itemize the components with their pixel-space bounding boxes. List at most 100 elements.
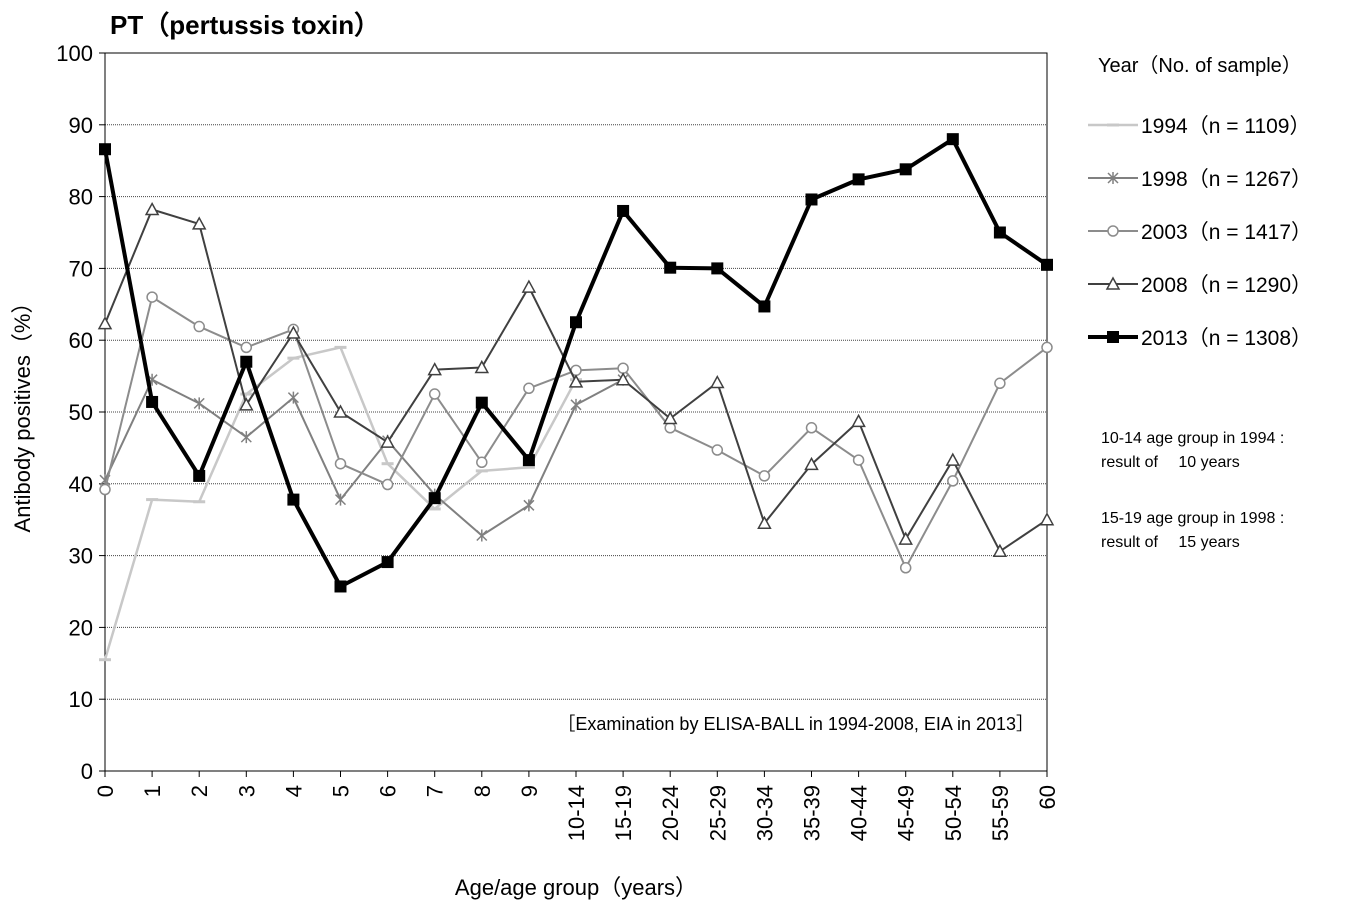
x-tick-label: 8 — [470, 785, 495, 797]
legend-note-line: 15-19 age group in 1998 : — [1101, 510, 1284, 527]
x-tick-label: 55-59 — [988, 785, 1013, 841]
legend-item: 2003（n = 1417） — [1088, 221, 1312, 244]
data-point — [287, 391, 299, 404]
legend-note-line: 10-14 age group in 1994 : — [1101, 430, 1284, 447]
data-point — [617, 362, 629, 374]
x-tick-label: 5 — [329, 785, 354, 797]
data-point — [523, 499, 535, 512]
y-tick-label: 70 — [69, 256, 93, 281]
data-point — [475, 469, 488, 473]
x-tick-label: 9 — [517, 785, 542, 797]
data-point — [851, 413, 866, 428]
data-point — [570, 398, 582, 411]
data-point — [946, 133, 959, 146]
legend-label: 1998（n = 1267） — [1141, 168, 1312, 191]
data-point — [193, 500, 206, 504]
data-point — [522, 454, 535, 467]
data-point — [427, 362, 442, 376]
y-tick-label: 80 — [69, 185, 93, 210]
data-point — [240, 392, 253, 396]
data-point — [334, 345, 347, 349]
data-point — [191, 216, 207, 230]
x-tick-label: 30-34 — [752, 785, 777, 841]
legend-label: 2013（n = 1308） — [1141, 327, 1312, 350]
x-tick-label: 20-24 — [658, 785, 683, 841]
data-point — [286, 325, 301, 339]
y-tick-label: 60 — [69, 328, 93, 353]
method-annotation: ［Examination by ELISA-BALL in 1994-2008,… — [557, 714, 1034, 734]
x-tick-label: 50-54 — [941, 785, 966, 841]
data-point — [380, 434, 395, 448]
data-point — [239, 397, 254, 411]
data-point — [287, 493, 300, 506]
data-point — [664, 422, 676, 434]
data-point — [899, 562, 912, 574]
y-axis: 0 10 20 30 40 50 60 70 80 90 100 — [56, 41, 105, 784]
legend-item: 2008（n = 1290） — [1088, 274, 1312, 297]
x-tick-label: 10-14 — [564, 785, 589, 841]
x-tick-label: 6 — [376, 785, 401, 797]
legend-title: Year（No. of sample） — [1098, 54, 1302, 77]
data-point — [99, 143, 111, 156]
data-point — [994, 377, 1006, 390]
y-tick-label: 20 — [69, 615, 93, 640]
data-point — [993, 226, 1006, 239]
gridlines — [105, 124, 1047, 700]
chart-title: PT（pertussis toxin） — [110, 10, 380, 40]
y-axis-title: Antibody positives（%） — [10, 292, 35, 533]
data-point — [381, 478, 394, 491]
series-4 — [99, 133, 1053, 593]
y-tick-label: 90 — [69, 113, 93, 138]
legend-marker — [1107, 331, 1119, 343]
data-point — [381, 556, 394, 569]
data-point — [523, 382, 535, 395]
y-tick-label: 30 — [69, 544, 93, 569]
data-point — [805, 193, 818, 206]
data-point — [146, 291, 158, 303]
series-line — [104, 378, 624, 537]
data-point — [805, 422, 818, 434]
legend-note-line: result of 15 years — [1101, 534, 1240, 551]
data-point — [474, 359, 490, 374]
data-point — [758, 300, 771, 313]
data-point — [144, 201, 160, 216]
series-lines — [97, 133, 1055, 662]
legend-item: 1998（n = 1267） — [1088, 168, 1312, 191]
x-tick-label: 25-29 — [705, 785, 730, 841]
x-tick-label: 0 — [93, 785, 118, 797]
x-tick-label: 2 — [187, 785, 212, 797]
data-point — [193, 469, 206, 482]
y-tick-label: 100 — [56, 41, 93, 66]
data-point — [664, 261, 677, 274]
data-point — [615, 372, 631, 386]
data-point — [476, 529, 488, 542]
data-point — [287, 356, 300, 360]
data-point — [146, 395, 159, 408]
data-point — [333, 404, 348, 418]
data-point — [1041, 258, 1053, 271]
data-point — [334, 457, 347, 470]
data-point — [428, 388, 441, 400]
data-point — [240, 431, 252, 444]
data-point — [240, 341, 253, 354]
data-point — [521, 279, 537, 293]
data-point — [711, 444, 724, 456]
x-axis-title: Age/age group（years） — [455, 875, 697, 900]
series-2 — [99, 291, 1053, 574]
x-tick-label: 3 — [234, 785, 259, 797]
legend-label: 2003（n = 1417） — [1141, 221, 1312, 244]
data-point — [617, 204, 630, 217]
y-tick-label: 10 — [69, 687, 93, 712]
y-tick-label: 40 — [69, 472, 93, 497]
data-point — [99, 658, 111, 662]
data-point — [381, 462, 394, 466]
data-point — [898, 531, 913, 545]
legend-notes: 10-14 age group in 1994 : result of 10 ye… — [1101, 430, 1284, 551]
x-tick-label: 7 — [423, 785, 448, 797]
legend-item: 2013（n = 1308） — [1088, 327, 1312, 350]
y-tick-label: 0 — [81, 759, 93, 784]
data-point — [334, 580, 347, 593]
x-axis: 0 1 2 3 4 5 6 7 8 9 10-14 15-19 20-24 25-29 30-34 35-39… — [93, 771, 1060, 841]
data-point — [992, 543, 1008, 558]
